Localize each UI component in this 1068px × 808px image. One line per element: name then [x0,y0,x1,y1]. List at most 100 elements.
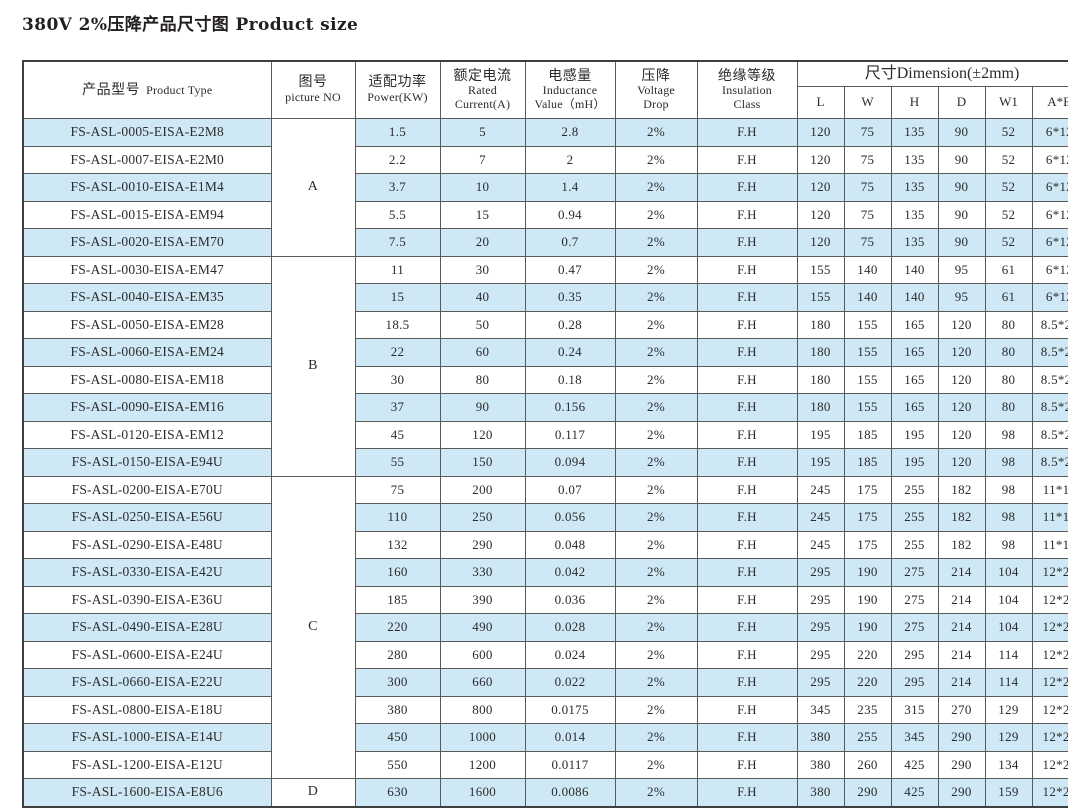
cell-product-type: FS-ASL-0040-EISA-EM35 [22,283,272,312]
cell-dim-ab: 8.5*20 [1031,310,1068,339]
table-row: FS-ASL-0660-EISA-E22U 300 660 0.022 2% F.H 295… [22,668,1068,697]
table-row: FS-ASL-0030-EISA-EM47 B 11 30 0.47 2% F.H 155 14… [22,255,1068,477]
cell-inductance: 0.0086 [524,778,616,807]
cell-dim-w1: 98 [984,448,1033,477]
table-row: FS-ASL-0020-EISA-EM70 7.5 20 0.7 2% F.H 120 75 1… [22,228,1068,257]
cell-dim-w1: 114 [984,640,1033,669]
cell-dim-ab: 11*18 [1031,475,1068,504]
cell-rated-current: 600 [439,640,526,669]
cell-inductance: 0.18 [524,365,616,394]
cell-dim-l: 120 [796,145,845,174]
cell-dim-d: 182 [937,503,986,532]
cell-insulation: F.H [696,558,798,587]
spec-table-container: 产品型号 Product Type 图号 picture NO 适配功率 Powe… [22,60,1068,808]
table-row: FS-ASL-0015-EISA-EM94 5.5 15 0.94 2% F.H 120 75… [22,200,1068,229]
cell-dim-w1: 104 [984,613,1033,642]
header-dimension-group: 尺寸Dimension(±2mm) [796,60,1068,88]
cell-dim-d: 120 [937,420,986,449]
cell-dim-l: 380 [796,778,845,807]
cell-voltage-drop: 2% [614,310,698,339]
cell-voltage-drop: 2% [614,530,698,559]
cell-product-type: FS-ASL-0015-EISA-EM94 [22,200,272,229]
cell-dim-d: 120 [937,338,986,367]
cell-inductance: 0.056 [524,503,616,532]
product-spec-table: 产品型号 Product Type 图号 picture NO 适配功率 Powe… [22,60,1068,808]
cell-voltage-drop: 2% [614,338,698,367]
cell-dim-w1: 98 [984,475,1033,504]
cell-dim-d: 90 [937,118,986,147]
cell-dim-ab: 11*18 [1031,530,1068,559]
cell-inductance: 0.35 [524,283,616,312]
cell-dim-h: 295 [890,668,939,697]
cell-dim-ab: 12*20 [1031,585,1068,614]
table-row: FS-ASL-0010-EISA-E1M4 3.7 10 1.4 2% F.H 120 75 1… [22,173,1068,202]
cell-voltage-drop: 2% [614,200,698,229]
cell-inductance: 0.042 [524,558,616,587]
cell-dim-l: 120 [796,173,845,202]
cell-inductance: 2.8 [524,118,616,147]
cell-power: 110 [354,503,441,532]
cell-inductance: 0.0175 [524,695,616,724]
cell-dim-l: 245 [796,503,845,532]
table-row: FS-ASL-0600-EISA-E24U 280 600 0.024 2% F.H 295… [22,640,1068,669]
cell-dim-ab: 12*20 [1031,668,1068,697]
table-header: 产品型号 Product Type 图号 picture NO 适配功率 Powe… [22,60,1068,119]
cell-dim-w1: 52 [984,145,1033,174]
cell-inductance: 0.24 [524,338,616,367]
cell-dim-h: 140 [890,255,939,284]
header-rated-current-cn: 额定电流 [453,67,512,84]
cell-dim-w: 235 [843,695,892,724]
cell-dim-w1: 80 [984,365,1033,394]
cell-voltage-drop: 2% [614,778,698,807]
cell-insulation: F.H [696,255,798,284]
cell-dim-w: 220 [843,640,892,669]
cell-dim-ab: 12*20 [1031,750,1068,779]
header-rated-current: 额定电流 Rated Current(A) [439,60,526,119]
cell-dim-ab: 8.5*20 [1031,393,1068,422]
cell-inductance: 0.117 [524,420,616,449]
cell-dim-ab: 8.5*20 [1031,420,1068,449]
cell-dim-l: 195 [796,420,845,449]
cell-product-type: FS-ASL-0020-EISA-EM70 [22,228,272,257]
cell-insulation: F.H [696,310,798,339]
cell-dim-d: 214 [937,640,986,669]
cell-dim-h: 165 [890,393,939,422]
cell-dim-w: 140 [843,255,892,284]
cell-dim-w: 260 [843,750,892,779]
cell-dim-l: 180 [796,310,845,339]
cell-inductance: 0.07 [524,475,616,504]
header-power-cn: 适配功率 [368,74,427,91]
cell-dim-w1: 159 [984,778,1033,807]
cell-dim-w: 190 [843,558,892,587]
cell-dim-l: 120 [796,228,845,257]
cell-dim-w1: 80 [984,338,1033,367]
cell-dim-w1: 61 [984,283,1033,312]
cell-voltage-drop: 2% [614,613,698,642]
cell-product-type: FS-ASL-0010-EISA-E1M4 [22,173,272,202]
cell-dim-l: 295 [796,640,845,669]
cell-inductance: 0.024 [524,640,616,669]
cell-dim-ab: 6*12 [1031,173,1068,202]
cell-product-type: FS-ASL-0005-EISA-E2M8 [22,118,272,147]
cell-inductance: 0.7 [524,228,616,257]
cell-dim-d: 182 [937,530,986,559]
cell-dim-l: 295 [796,668,845,697]
cell-inductance: 1.4 [524,173,616,202]
cell-dim-h: 165 [890,365,939,394]
cell-dim-w1: 134 [984,750,1033,779]
header-dim-ab: A*B [1031,86,1068,119]
header-row-main: 产品型号 Product Type 图号 picture NO 适配功率 Powe… [22,60,1068,119]
cell-insulation: F.H [696,145,798,174]
header-dim-w1: W1 [984,86,1033,119]
cell-dim-ab: 12*20 [1031,640,1068,669]
cell-inductance: 0.028 [524,613,616,642]
cell-dim-ab: 12*20 [1031,558,1068,587]
cell-insulation: F.H [696,778,798,807]
header-inductance: 电感量 Inductance Value（mH） [524,60,616,119]
cell-voltage-drop: 2% [614,503,698,532]
header-voltage-drop-cn: 压降 [641,67,671,84]
cell-dim-d: 90 [937,173,986,202]
cell-dim-l: 155 [796,283,845,312]
cell-dim-l: 245 [796,530,845,559]
cell-dim-w: 75 [843,228,892,257]
